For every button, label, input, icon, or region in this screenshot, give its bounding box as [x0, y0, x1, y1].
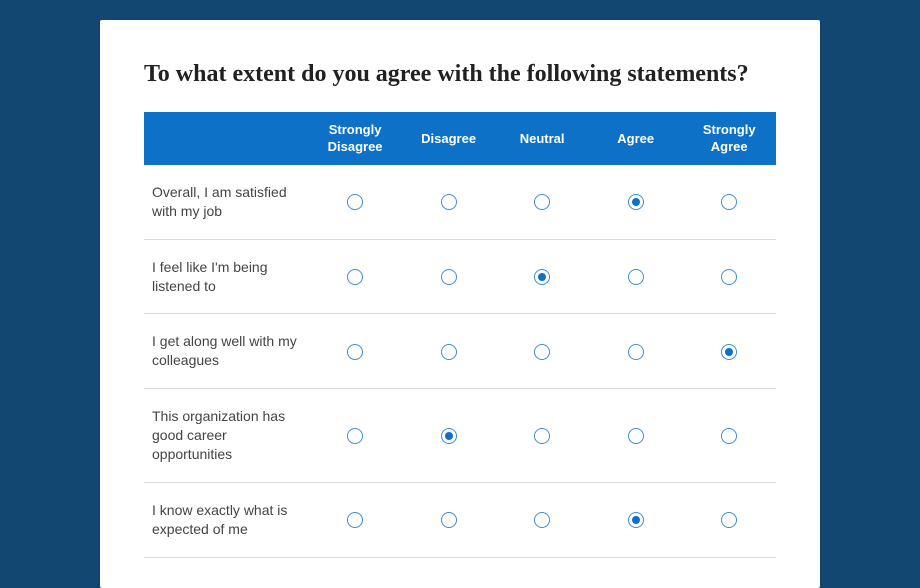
radio-option[interactable]: [534, 428, 550, 444]
likert-cell: [402, 239, 496, 314]
radio-option[interactable]: [441, 194, 457, 210]
radio-option[interactable]: [347, 428, 363, 444]
likert-cell: [589, 482, 683, 557]
radio-option[interactable]: [441, 428, 457, 444]
radio-option[interactable]: [628, 428, 644, 444]
likert-row: I feel like I'm being listened to: [144, 239, 776, 314]
likert-header-row: Strongly Disagree Disagree Neutral Agree…: [144, 112, 776, 165]
likert-cell: [495, 482, 589, 557]
radio-option[interactable]: [347, 344, 363, 360]
likert-cell: [308, 165, 402, 239]
likert-header-option: Strongly Disagree: [308, 112, 402, 165]
survey-card: To what extent do you agree with the fol…: [100, 20, 820, 588]
likert-cell: [402, 482, 496, 557]
radio-option[interactable]: [441, 344, 457, 360]
likert-row: I know exactly what is expected of me: [144, 482, 776, 557]
radio-option[interactable]: [534, 194, 550, 210]
likert-cell: [495, 165, 589, 239]
likert-cell: [402, 389, 496, 483]
likert-row: Overall, I am satisfied with my job: [144, 165, 776, 239]
likert-cell: [682, 314, 776, 389]
radio-option[interactable]: [721, 512, 737, 528]
radio-option[interactable]: [441, 269, 457, 285]
radio-option[interactable]: [441, 512, 457, 528]
likert-cell: [682, 165, 776, 239]
question-title: To what extent do you agree with the fol…: [144, 58, 776, 90]
radio-option[interactable]: [628, 269, 644, 285]
likert-header-option: Agree: [589, 112, 683, 165]
radio-option[interactable]: [721, 194, 737, 210]
likert-cell: [308, 389, 402, 483]
radio-option[interactable]: [347, 512, 363, 528]
likert-cell: [682, 389, 776, 483]
likert-cell: [495, 239, 589, 314]
likert-cell: [308, 482, 402, 557]
likert-cell: [589, 165, 683, 239]
likert-row: This organization has good career opport…: [144, 389, 776, 483]
likert-cell: [308, 314, 402, 389]
likert-header-option: Disagree: [402, 112, 496, 165]
likert-row-label: This organization has good career opport…: [144, 389, 308, 483]
likert-cell: [402, 314, 496, 389]
likert-cell: [495, 314, 589, 389]
likert-header-option: Neutral: [495, 112, 589, 165]
likert-cell: [495, 389, 589, 483]
radio-option[interactable]: [347, 194, 363, 210]
likert-cell: [589, 314, 683, 389]
radio-option[interactable]: [721, 269, 737, 285]
likert-row-label: Overall, I am satisfied with my job: [144, 165, 308, 239]
likert-row-label: I know exactly what is expected of me: [144, 482, 308, 557]
radio-option[interactable]: [721, 428, 737, 444]
radio-option[interactable]: [534, 269, 550, 285]
radio-option[interactable]: [347, 269, 363, 285]
likert-row-label: I feel like I'm being listened to: [144, 239, 308, 314]
radio-option[interactable]: [534, 512, 550, 528]
radio-option[interactable]: [628, 512, 644, 528]
likert-table: Strongly Disagree Disagree Neutral Agree…: [144, 112, 776, 557]
likert-cell: [402, 165, 496, 239]
likert-header-stub: [144, 112, 308, 165]
radio-option[interactable]: [534, 344, 550, 360]
likert-row: I get along well with my colleagues: [144, 314, 776, 389]
likert-cell: [682, 482, 776, 557]
likert-cell: [589, 389, 683, 483]
radio-option[interactable]: [628, 194, 644, 210]
likert-cell: [308, 239, 402, 314]
likert-row-label: I get along well with my colleagues: [144, 314, 308, 389]
radio-option[interactable]: [628, 344, 644, 360]
likert-cell: [589, 239, 683, 314]
likert-header-option: Strongly Agree: [682, 112, 776, 165]
radio-option[interactable]: [721, 344, 737, 360]
likert-cell: [682, 239, 776, 314]
